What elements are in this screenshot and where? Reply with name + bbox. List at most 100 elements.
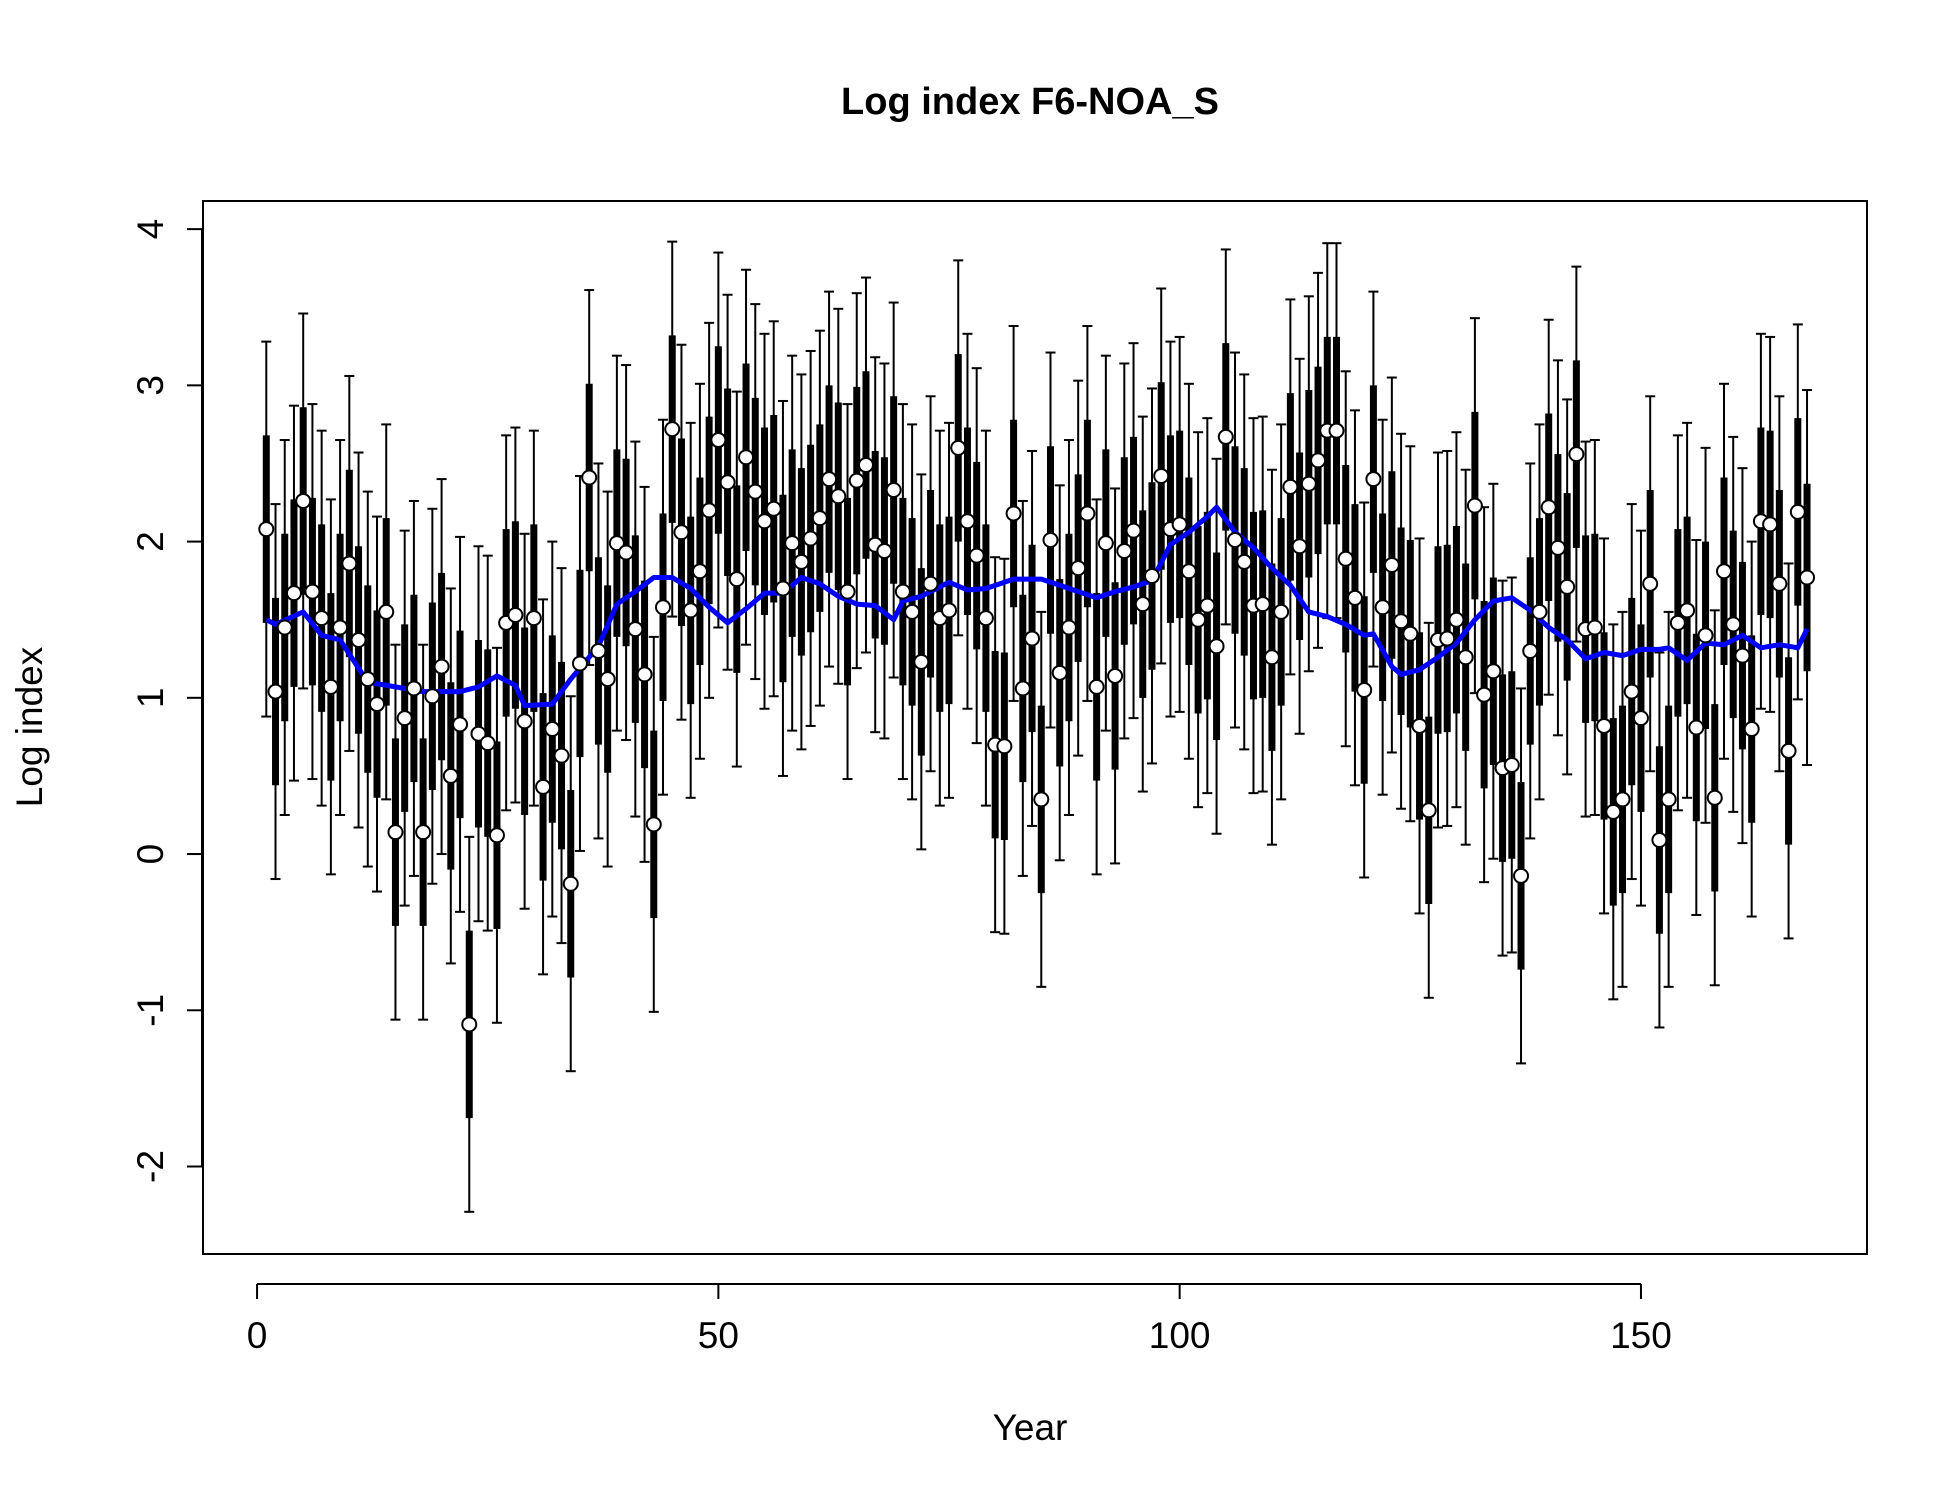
data-point (1568, 446, 1585, 463)
data-point (1660, 791, 1677, 808)
data-point (1346, 589, 1363, 606)
data-point (581, 469, 598, 486)
y-axis-label: Log index (9, 646, 50, 807)
data-point (1605, 803, 1622, 820)
data-point (562, 875, 579, 892)
data-point (359, 671, 376, 688)
data-point (1337, 550, 1354, 567)
x-tick-label: 50 (698, 1315, 739, 1356)
data-point (470, 725, 487, 742)
data-point (1485, 663, 1502, 680)
data-point (535, 778, 552, 795)
data-point (1383, 557, 1400, 574)
data-point (1669, 614, 1686, 631)
data-point (1725, 616, 1742, 633)
data-point (295, 492, 312, 509)
data-point (821, 471, 838, 488)
data-point (1208, 638, 1225, 655)
data-point (1097, 535, 1114, 552)
data-point (1328, 422, 1345, 439)
data-point (645, 816, 662, 833)
data-point (765, 500, 782, 517)
data-point (1180, 563, 1197, 580)
data-point (885, 482, 902, 499)
data-point (1411, 717, 1428, 734)
data-point (1697, 627, 1714, 644)
data-point (1393, 613, 1410, 630)
data-point (1632, 710, 1649, 727)
data-point (1522, 642, 1539, 659)
data-point (1236, 553, 1253, 570)
data-point (1503, 756, 1520, 773)
data-point (802, 530, 819, 547)
data-point (525, 610, 542, 627)
data-point (590, 642, 607, 659)
fit-line (265, 504, 1810, 709)
data-point (1614, 791, 1631, 808)
data-point (1771, 575, 1788, 592)
data-point (1005, 505, 1022, 522)
data-point (433, 658, 450, 675)
data-point (774, 580, 791, 597)
x-tick-label: 100 (1149, 1315, 1211, 1356)
data-point (1171, 516, 1188, 533)
data-point (415, 824, 432, 841)
data-point (285, 585, 302, 602)
data-point (396, 710, 413, 727)
data-point (710, 432, 727, 449)
data-point (1042, 532, 1059, 549)
data-point (1586, 619, 1603, 636)
data-point (1789, 503, 1806, 520)
data-point (452, 716, 469, 733)
data-point (488, 827, 505, 844)
data-point (876, 542, 893, 559)
data-point (1199, 597, 1216, 614)
data-point (387, 824, 404, 841)
data-point (1715, 563, 1732, 580)
data-point (950, 439, 967, 456)
data-point (1282, 478, 1299, 495)
data-point (1799, 569, 1816, 586)
data-point (1060, 619, 1077, 636)
data-point (1642, 575, 1659, 592)
data-point (1070, 560, 1087, 577)
data-point (691, 563, 708, 580)
data-point (793, 553, 810, 570)
y-tick-label: 2 (130, 531, 171, 552)
data-point (507, 607, 524, 624)
data-point (747, 483, 764, 500)
data-point (673, 524, 690, 541)
data-point (1780, 742, 1797, 759)
data-point (1014, 680, 1031, 697)
data-point (756, 513, 773, 530)
data-point (1024, 630, 1041, 647)
data-point (405, 680, 422, 697)
data-point (1310, 452, 1327, 469)
data-point (728, 571, 745, 588)
data-point (1116, 542, 1133, 559)
data-point (922, 575, 939, 592)
data-point (1143, 567, 1160, 584)
data-point (1273, 603, 1290, 620)
data-point (571, 655, 588, 672)
data-point (627, 621, 644, 638)
y-tick-label: -1 (130, 994, 171, 1027)
data-point (1466, 497, 1483, 514)
data-point (516, 713, 533, 730)
data-point (618, 544, 635, 561)
data-point (655, 599, 672, 616)
data-point (1549, 539, 1566, 556)
data-point (1263, 649, 1280, 666)
x-tick-label: 150 (1610, 1315, 1672, 1356)
data-point (544, 721, 561, 738)
data-point (479, 735, 496, 752)
data-point (811, 510, 828, 527)
data-point (442, 767, 459, 784)
data-point (738, 449, 755, 466)
data-point (1300, 475, 1317, 492)
data-point (913, 653, 930, 670)
data-point (276, 619, 293, 636)
data-point (599, 671, 616, 688)
